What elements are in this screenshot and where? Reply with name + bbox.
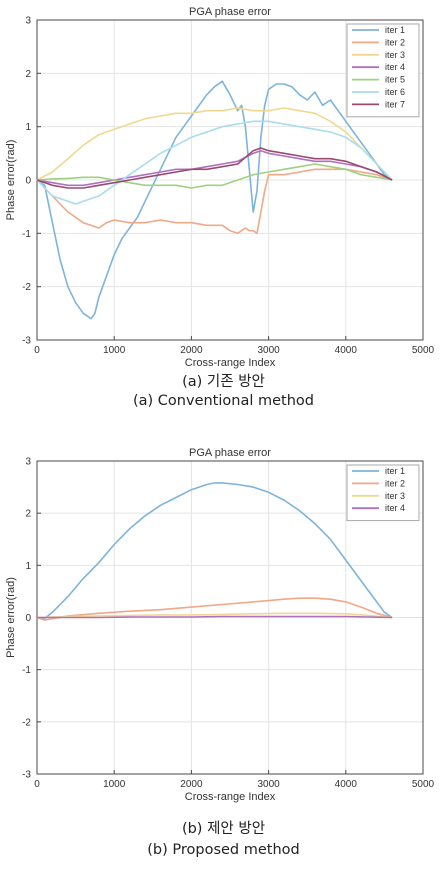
x-tick-label: 0 [34,779,40,790]
series-line-iter-3 [36,612,393,619]
y-tick-label: 3 [25,16,31,27]
series-line-iter-4 [37,615,393,619]
series-line-iter-3 [36,107,393,181]
y-tick-label: 1 [25,122,31,133]
x-tick-label: 4000 [335,345,358,356]
chart-title: PGA phase error [189,447,271,459]
legend-label: iter 5 [385,75,405,85]
series-line-iter-1 [36,482,393,620]
legend-label: iter 1 [385,466,405,476]
x-tick-label: 0 [34,345,40,356]
y-tick-label: -2 [22,282,31,293]
y-axis-label: Phase error(rad) [5,577,17,658]
x-tick-label: 3000 [257,779,280,790]
caption-b-korean: (b) 제안 방안 [181,821,266,837]
y-tick-label: -1 [22,229,31,240]
y-tick-label: 2 [25,69,31,80]
y-tick-label: 0 [25,613,31,624]
legend [346,23,420,118]
legend-label: iter 4 [385,503,405,513]
x-tick-label: 3000 [257,345,280,356]
x-axis-label: Cross-range Index [185,791,276,803]
chart-proposed: 0 1000 2000 3000 4000 5000 -3 -2 -1 0 1 2 3 PGA phase… [5,447,435,803]
x-tick-label: 1000 [103,345,126,356]
x-axis-label: Cross-range Index [185,357,276,369]
x-tick-label: 1000 [103,779,126,790]
x-tick-label: 2000 [180,779,203,790]
y-tick-label: 1 [25,561,31,572]
y-tick-label: -1 [22,665,31,676]
series-line-iter-7 [36,147,393,189]
x-tick-label: 2000 [180,345,203,356]
legend-label: iter 2 [385,37,405,47]
legend-label: iter 4 [385,62,405,72]
caption-b-english: (b) Proposed method [147,842,300,858]
x-tick-label: 5000 [412,779,435,790]
x-tick-label: 5000 [412,345,435,356]
caption-a-korean: (a) 기존 방안 [182,374,265,390]
series-line-iter-6 [36,120,393,205]
series-line-iter-1 [36,80,393,320]
y-tick-label: 2 [25,509,31,520]
y-tick-label: -3 [22,770,31,781]
x-tick-label: 4000 [335,779,358,790]
legend [346,464,420,522]
legend-label: iter 7 [385,99,405,109]
y-tick-label: -2 [22,717,31,728]
y-tick-label: 3 [25,457,31,468]
series-line-iter-5 [36,163,393,189]
series-line-iter-2 [36,597,393,621]
y-axis-label: Phase error(rad) [5,140,17,221]
legend-label: iter 3 [385,50,405,60]
y-tick-label: 0 [25,176,31,187]
y-tick-label: -3 [22,336,31,347]
chart-title: PGA phase error [189,6,271,18]
series-line-iter-4 [36,149,393,187]
legend-label: iter 6 [385,87,405,97]
legend-label: iter 3 [385,491,405,501]
legend-label: iter 1 [385,25,405,35]
series-line-iter-2 [36,168,393,235]
chart-conventional: 0 1000 2000 3000 4000 5000 -3 -2 -1 0 1 2 3 PGA phase… [5,6,435,369]
legend-label: iter 2 [385,478,405,488]
caption-a-english: (a) Conventional method [133,393,314,409]
